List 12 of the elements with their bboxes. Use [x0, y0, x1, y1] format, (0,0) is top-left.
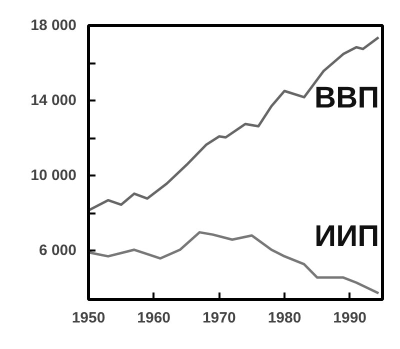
line-series [88, 36, 380, 212]
series-label: ИИП [314, 220, 380, 253]
y-tick-label: 14 000 [30, 92, 77, 110]
series-label: ВВП [314, 81, 380, 114]
x-tick-label: 1990 [333, 310, 367, 326]
x-tick-label: 1950 [72, 310, 106, 326]
x-tick-label: 1960 [137, 310, 171, 326]
y-tick-label: 18 000 [30, 17, 77, 34]
y-tick-label: 10 000 [30, 167, 77, 184]
y-tick-label: 6 000 [38, 242, 77, 260]
x-tick-label: 1980 [268, 310, 302, 326]
x-tick-label: 1970 [202, 310, 236, 326]
